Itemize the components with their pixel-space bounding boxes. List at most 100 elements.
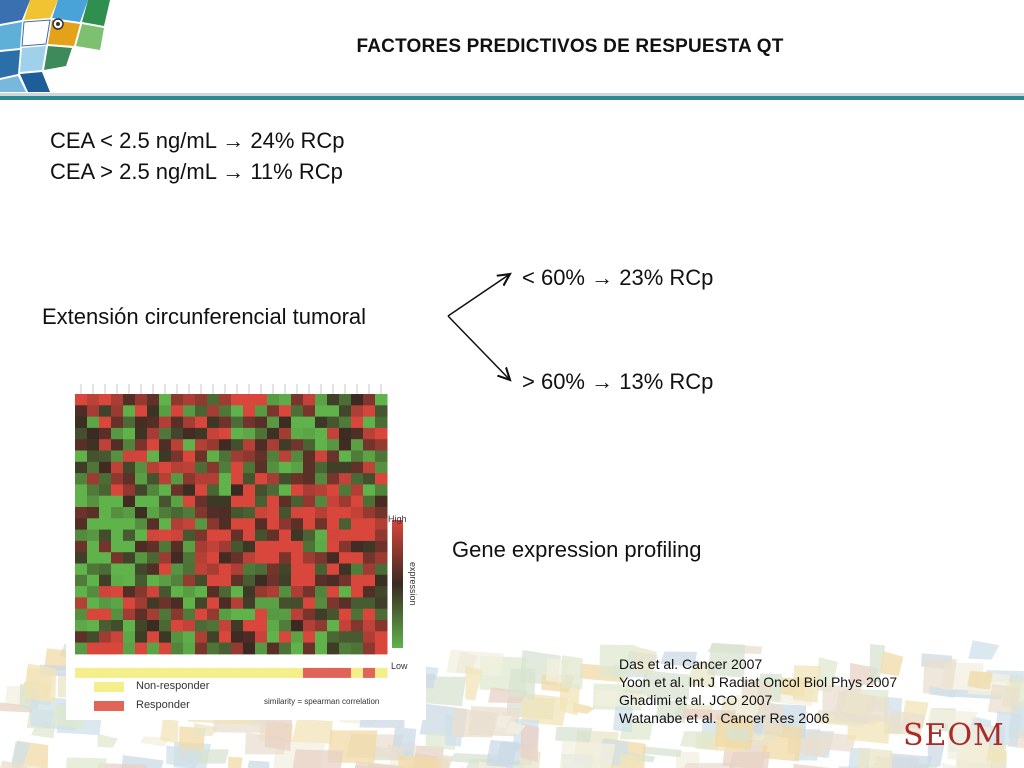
heatmap-cell bbox=[207, 473, 220, 485]
heatmap-cell bbox=[315, 552, 328, 564]
heatmap-cell bbox=[351, 563, 364, 576]
heatmap-cell bbox=[279, 518, 292, 531]
heatmap-cell bbox=[99, 540, 112, 553]
heatmap-cell bbox=[195, 597, 208, 610]
heatmap-cell bbox=[279, 394, 292, 406]
similarity-note: similarity = spearman correlation bbox=[264, 697, 380, 706]
heatmap-cell bbox=[219, 484, 232, 497]
heatmap-cell bbox=[219, 416, 232, 429]
heatmap-cell bbox=[111, 608, 124, 621]
heatmap-cell bbox=[183, 608, 196, 621]
heatmap-cell bbox=[99, 620, 112, 632]
heatmap-cell bbox=[291, 507, 304, 519]
heatmap-cell bbox=[351, 507, 364, 519]
heatmap-cell bbox=[123, 484, 136, 497]
heatmap-cell bbox=[315, 507, 328, 519]
heatmap-cell bbox=[159, 563, 172, 576]
heatmap-cell bbox=[327, 405, 340, 418]
heatmap-cell bbox=[135, 608, 148, 621]
heatmap-cell bbox=[315, 405, 328, 418]
heatmap-cell bbox=[315, 473, 328, 485]
heatmap-cell bbox=[171, 405, 184, 418]
heatmap-cell bbox=[87, 642, 100, 655]
heatmap-cell bbox=[171, 586, 184, 598]
heatmap-cell bbox=[375, 552, 388, 564]
heatmap-cell bbox=[219, 427, 232, 440]
heatmap-cell bbox=[123, 642, 136, 655]
heatmap-cell bbox=[231, 461, 244, 474]
heatmap-cell bbox=[87, 608, 100, 621]
heatmap-cell bbox=[75, 563, 88, 576]
heatmap-cell bbox=[267, 620, 280, 632]
heatmap-cell bbox=[75, 574, 88, 587]
heatmap-cell bbox=[267, 484, 280, 497]
heatmap-cell bbox=[351, 416, 364, 429]
heatmap-cell bbox=[351, 461, 364, 474]
heatmap-cell bbox=[159, 620, 172, 632]
heatmap-cell bbox=[135, 529, 148, 542]
heatmap-cell bbox=[327, 631, 340, 644]
heatmap-cell bbox=[135, 552, 148, 564]
heatmap-cell bbox=[351, 495, 364, 508]
heatmap-cell bbox=[123, 405, 136, 418]
heatmap-cell bbox=[231, 507, 244, 519]
heatmap-cell bbox=[171, 473, 184, 485]
heatmap-cell bbox=[111, 439, 124, 451]
heatmap-cell bbox=[75, 540, 88, 553]
heatmap-cell bbox=[231, 642, 244, 655]
heatmap-cell bbox=[75, 461, 88, 474]
heatmap-cell bbox=[303, 574, 316, 587]
heatmap-cell bbox=[207, 586, 220, 598]
heatmap-cell bbox=[219, 405, 232, 418]
heatmap-cell bbox=[363, 540, 376, 553]
heatmap-cell bbox=[87, 540, 100, 553]
heatmap-cell bbox=[87, 518, 100, 531]
heatmap-cell bbox=[207, 495, 220, 508]
heatmap-cell bbox=[183, 529, 196, 542]
heatmap-cell bbox=[111, 642, 124, 655]
heatmap-cell bbox=[159, 416, 172, 429]
heatmap-cell bbox=[135, 586, 148, 598]
heatmap-cell bbox=[183, 518, 196, 531]
legend-responder-label: Responder bbox=[136, 699, 190, 711]
heatmap-cell bbox=[159, 439, 172, 451]
heatmap-cell bbox=[267, 427, 280, 440]
heatmap-cell bbox=[315, 540, 328, 553]
heatmap-cell bbox=[351, 484, 364, 497]
heatmap-cell bbox=[231, 597, 244, 610]
heatmap-cell bbox=[267, 631, 280, 644]
heatmap-cell bbox=[327, 416, 340, 429]
heatmap-cell bbox=[75, 473, 88, 485]
heatmap-cell bbox=[315, 608, 328, 621]
heatmap-cell bbox=[75, 586, 88, 598]
heatmap-cell bbox=[87, 631, 100, 644]
heatmap-cell bbox=[147, 597, 160, 610]
heatmap-cell bbox=[279, 642, 292, 655]
heatmap-cell bbox=[147, 620, 160, 632]
heatmap-cell bbox=[351, 473, 364, 485]
heatmap-cell bbox=[375, 507, 388, 519]
heatmap-cell bbox=[255, 416, 268, 429]
heatmap-cell bbox=[231, 552, 244, 564]
heatmap-cell bbox=[243, 642, 256, 655]
class-bar-cell bbox=[291, 667, 304, 678]
heatmap-cell bbox=[303, 495, 316, 508]
heatmap-cell bbox=[339, 427, 352, 440]
heatmap-cell bbox=[243, 484, 256, 497]
heatmap-cell bbox=[111, 597, 124, 610]
heatmap-cell bbox=[315, 620, 328, 632]
heatmap-cell bbox=[375, 450, 388, 463]
heatmap-cell bbox=[75, 518, 88, 531]
heatmap-cell bbox=[363, 427, 376, 440]
heatmap-cell bbox=[339, 394, 352, 406]
heatmap-cell bbox=[183, 495, 196, 508]
heatmap-cell bbox=[219, 495, 232, 508]
heatmap-cell bbox=[255, 461, 268, 474]
heatmap-cell bbox=[111, 631, 124, 644]
heatmap-cell bbox=[123, 394, 136, 406]
heatmap-cell bbox=[279, 507, 292, 519]
heatmap-cell bbox=[99, 518, 112, 531]
heatmap-cell bbox=[207, 620, 220, 632]
heatmap-cell bbox=[147, 495, 160, 508]
heatmap-cell bbox=[351, 405, 364, 418]
